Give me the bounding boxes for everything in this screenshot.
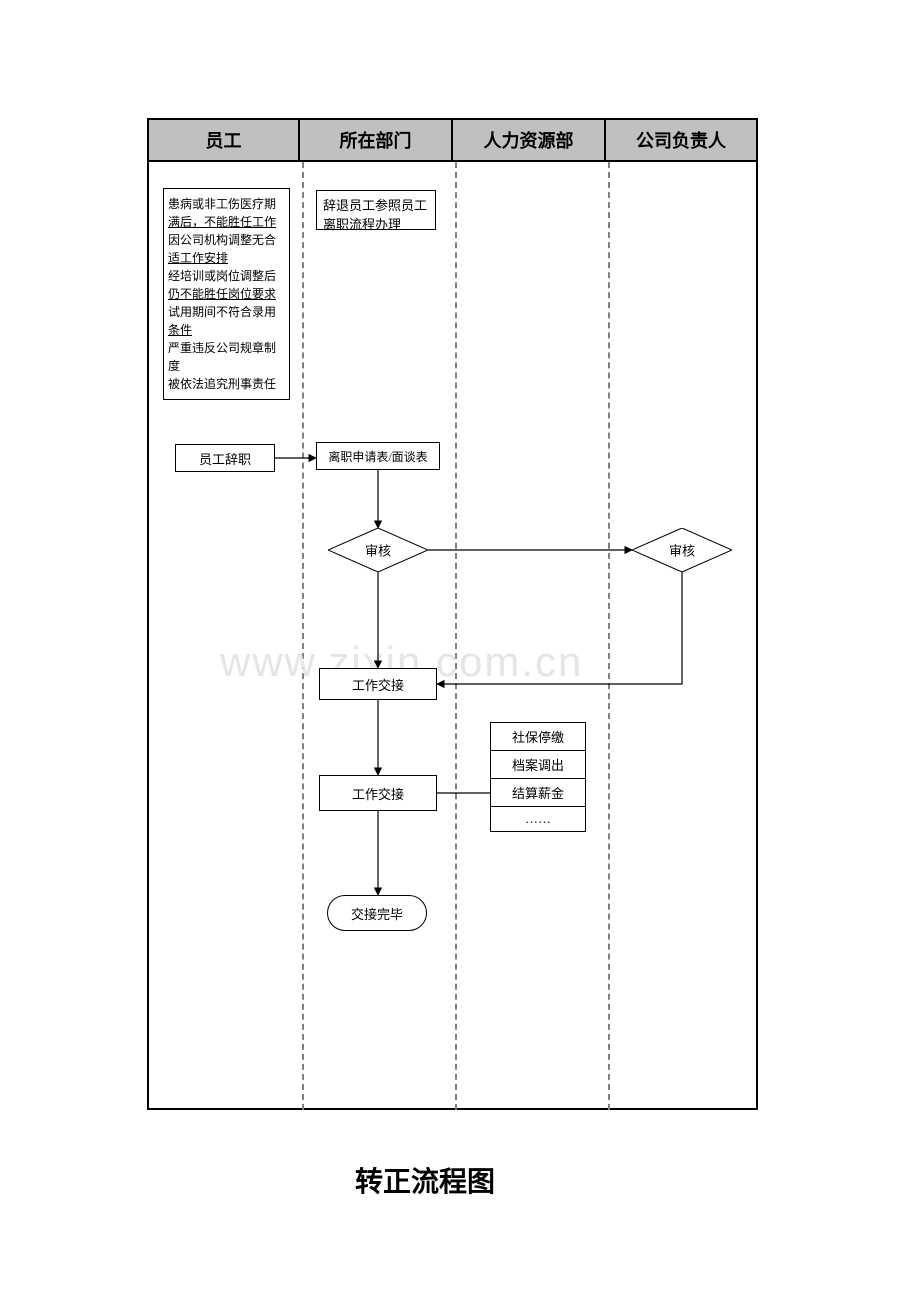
node-label: 离职申请表/面谈表	[328, 448, 427, 465]
review-diamond-1: 审核	[328, 528, 428, 572]
lane-header-employee: 员工	[147, 120, 300, 160]
condition-line: 满后，不能胜任工作	[168, 213, 285, 231]
node-label: 交接完毕	[351, 904, 403, 923]
node-label: 辞退员工参照员工离职流程办理	[323, 195, 429, 233]
node-label: 员工辞职	[199, 449, 251, 468]
condition-line: 经培训或岗位调整后	[168, 267, 285, 285]
review-diamond-2: 审核	[632, 528, 732, 572]
node-label: 工作交接	[352, 675, 404, 694]
condition-line: 因公司机构调整无合	[168, 231, 285, 249]
handover-box-1: 工作交接	[319, 668, 437, 700]
condition-line: 患病或非工伤医疗期	[168, 195, 285, 213]
condition-line: 条件	[168, 321, 285, 339]
lane-header-department: 所在部门	[300, 120, 453, 160]
condition-line: 被依法追究刑事责任	[168, 375, 285, 393]
lane-label: 公司负责人	[636, 127, 726, 153]
hr-task-item: 档案调出	[491, 751, 585, 779]
lane-divider	[302, 162, 304, 1110]
condition-line: 试用期间不符合录用	[168, 303, 285, 321]
conditions-box: 患病或非工伤医疗期满后，不能胜任工作因公司机构调整无合适工作安排经培训或岗位调整…	[163, 188, 290, 400]
lane-divider	[455, 162, 457, 1110]
lane-divider	[608, 162, 610, 1110]
flowchart-canvas: 员工 所在部门 人力资源部 公司负责人 www.zixin.com.cn 患病或…	[0, 0, 920, 1302]
condition-line: 仍不能胜任岗位要求	[168, 285, 285, 303]
hr-task-item: 社保停缴	[491, 723, 585, 751]
lane-header-hr: 人力资源部	[453, 120, 606, 160]
node-label: 审核	[669, 541, 695, 560]
hr-task-item: ……	[491, 807, 585, 831]
handover-box-2: 工作交接	[319, 775, 437, 811]
lane-label: 人力资源部	[484, 127, 574, 153]
hr-task-item: 结算薪金	[491, 779, 585, 807]
node-label: 审核	[365, 541, 391, 560]
lane-label: 员工	[206, 127, 242, 153]
condition-line: 度	[168, 357, 285, 375]
done-terminator: 交接完毕	[327, 895, 427, 931]
page-title: 转正流程图	[355, 1160, 495, 1200]
resign-form-box: 离职申请表/面谈表	[316, 442, 440, 470]
condition-line: 严重违反公司规章制	[168, 339, 285, 357]
swimlane-header: 员工 所在部门 人力资源部 公司负责人	[147, 118, 758, 162]
node-label: 工作交接	[352, 784, 404, 803]
hr-tasks-list: 社保停缴档案调出结算薪金……	[490, 722, 586, 832]
dismissal-note-box: 辞退员工参照员工离职流程办理	[316, 190, 436, 230]
lane-label: 所在部门	[340, 127, 412, 153]
lane-header-manager: 公司负责人	[606, 120, 758, 160]
resign-box: 员工辞职	[175, 444, 275, 472]
condition-line: 适工作安排	[168, 249, 285, 267]
